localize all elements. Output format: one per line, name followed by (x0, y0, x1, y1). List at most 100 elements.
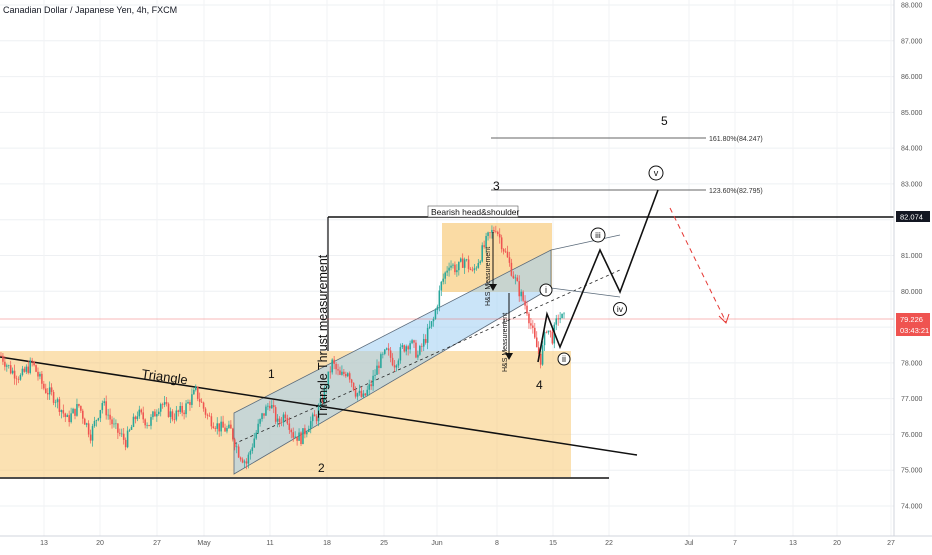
candle-down (173, 419, 176, 420)
candle-down (415, 342, 417, 358)
channel-lower-extension (550, 287, 621, 298)
candle-up (235, 446, 238, 448)
candle-down (498, 234, 501, 238)
candle-down (27, 366, 30, 373)
candle-down (78, 404, 80, 406)
candle-down (280, 422, 283, 423)
candle-down (288, 423, 291, 430)
candle-up (169, 411, 172, 417)
candle-down (343, 371, 345, 374)
candle-down (528, 313, 530, 324)
candle-down (80, 405, 82, 411)
candle-down (364, 393, 367, 396)
candle-down (45, 388, 47, 393)
candle-up (475, 267, 478, 269)
time-tick-label: May (197, 540, 211, 547)
wave-label-iv: iv (617, 304, 624, 314)
candle-down (313, 414, 316, 417)
candle-up (298, 432, 300, 441)
candle-up (362, 393, 365, 397)
time-tick-label: 22 (605, 540, 613, 547)
hs-label-box (427, 205, 519, 218)
candle-up (481, 245, 483, 262)
candle-down (504, 251, 507, 253)
candle-up (294, 436, 296, 438)
candle-down (403, 345, 406, 352)
wave-label-5: 5 (661, 114, 668, 128)
candle-down (522, 291, 524, 301)
candle-down (549, 330, 552, 332)
candle-up (374, 374, 376, 376)
candle-down (508, 257, 511, 263)
candle-down (33, 361, 35, 366)
candle-up (60, 410, 63, 412)
candle-down (52, 391, 55, 403)
candle-up (409, 343, 411, 350)
candle-down (35, 365, 37, 372)
channel-upper-extension (550, 234, 621, 251)
candle-up (115, 423, 117, 425)
candle-down (391, 357, 394, 366)
candle-up (485, 235, 487, 247)
candle-up (473, 268, 476, 271)
candle-up (25, 366, 28, 372)
candle-down (278, 418, 281, 423)
candle-up (331, 359, 333, 373)
candle-down (532, 325, 534, 328)
candle-down (329, 371, 332, 373)
candle-up (6, 365, 8, 367)
candle-up (382, 353, 384, 355)
candle-up (54, 402, 57, 403)
wave-label-3: 3 (493, 179, 500, 193)
candle-down (198, 398, 201, 402)
candle-up (132, 416, 135, 427)
candle-down (224, 427, 226, 432)
time-axis[interactable]: 13 20 27 May 11 18 25 Jun 8 15 22 Jul 7 13 20 27 (40, 540, 895, 547)
candle-up (39, 373, 41, 377)
countdown-label: 03:43:21 (900, 326, 929, 335)
candle-up (19, 375, 22, 380)
candle-down (210, 416, 213, 427)
candle-up (93, 420, 96, 427)
price-tick-label: 76.000 (901, 432, 923, 439)
candle-up (368, 384, 370, 390)
candle-down (183, 412, 185, 415)
candle-down (9, 365, 12, 374)
candle-down (31, 360, 33, 362)
candle-down (526, 305, 528, 314)
hs-measure-arrowhead-1 (489, 284, 497, 291)
price-tick-label: 88.000 (901, 3, 923, 10)
candle-up (228, 424, 230, 429)
candle-down (232, 428, 234, 440)
candle-down (378, 365, 380, 368)
time-tick-label: 18 (323, 540, 331, 547)
price-axis[interactable]: 74.00075.00076.00077.00078.00079.00080.0… (901, 3, 923, 511)
candle-down (500, 237, 503, 250)
price-tick-label: 86.000 (901, 74, 923, 81)
candle-down (134, 416, 137, 420)
wave-label-4: 4 (536, 378, 543, 392)
candle-up (66, 415, 68, 417)
candle-down (154, 411, 156, 417)
time-tick-label: 20 (96, 540, 104, 547)
candle-down (284, 414, 287, 419)
projected-wave-path (537, 189, 659, 363)
candle-down (333, 359, 335, 364)
candle-up (491, 229, 493, 233)
candle-down (83, 418, 86, 425)
candle-up (251, 447, 254, 451)
candle-down (64, 413, 67, 417)
candle-up (419, 345, 421, 355)
candle-up (463, 259, 466, 268)
candle-down (233, 439, 236, 448)
candle-down (350, 379, 353, 383)
time-tick-label: 20 (833, 540, 841, 547)
candle-down (117, 423, 119, 433)
price-tick-label: 74.000 (901, 504, 923, 511)
candle-up (385, 348, 388, 350)
candle-down (82, 410, 84, 419)
candle-up (341, 371, 343, 375)
candle-up (543, 332, 546, 346)
candle-down (122, 433, 125, 440)
